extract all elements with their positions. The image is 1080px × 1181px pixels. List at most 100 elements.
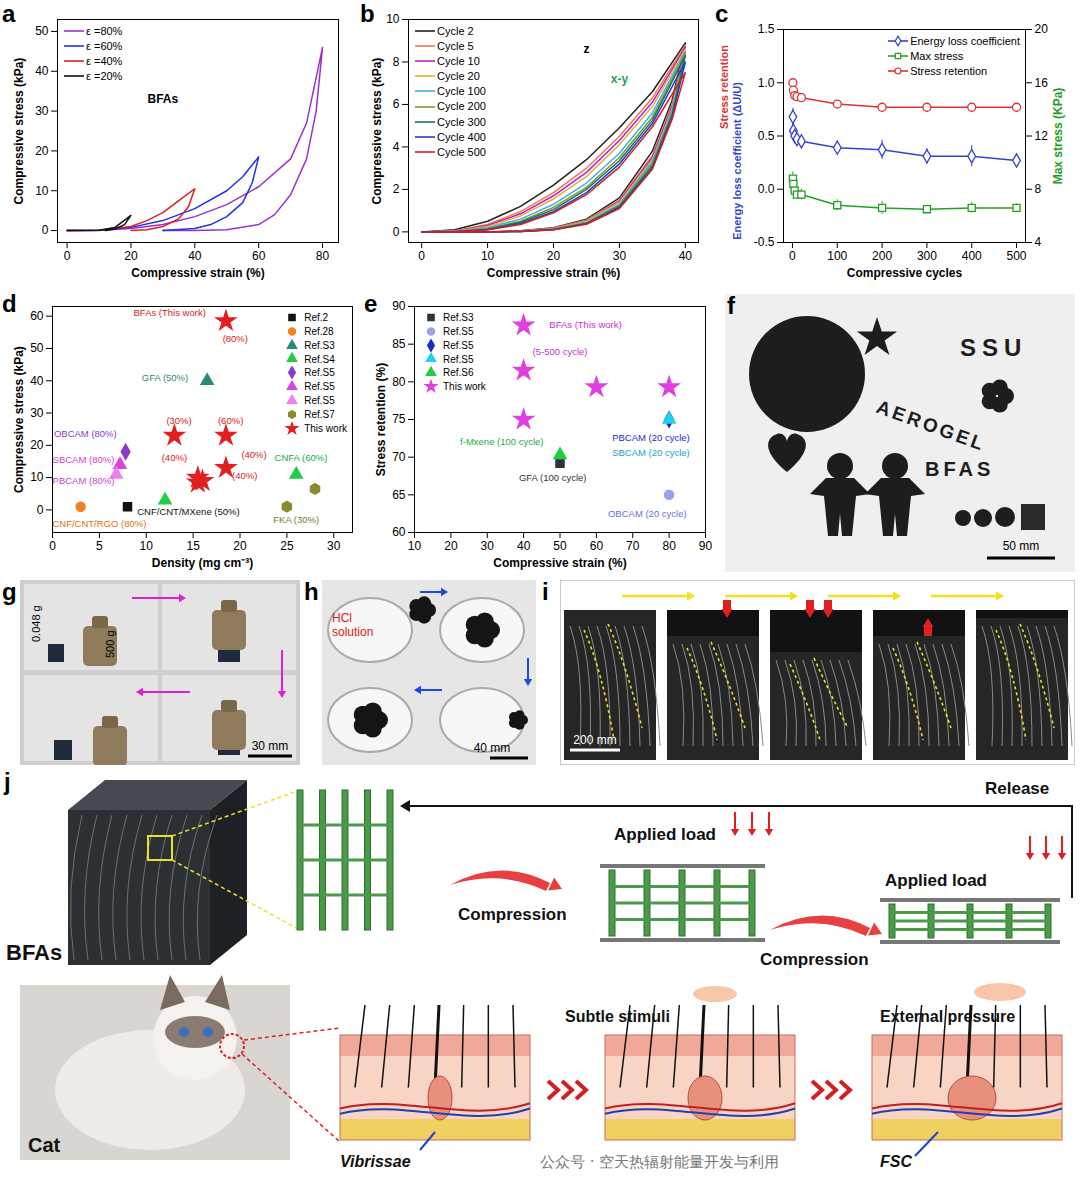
svg-text:65: 65 [392,488,406,502]
svg-text:20: 20 [444,539,458,553]
svg-text:75: 75 [392,412,406,426]
svg-text:PBCAM (20 cycle): PBCAM (20 cycle) [612,432,690,443]
svg-text:10: 10 [481,249,495,263]
svg-text:200: 200 [872,249,892,263]
svg-text:0: 0 [64,249,71,263]
svg-text:Compressive cycles: Compressive cycles [847,266,963,280]
svg-text:(30%): (30%) [166,415,191,426]
svg-text:15: 15 [186,539,200,553]
svg-text:0: 0 [49,539,56,553]
svg-text:60: 60 [30,309,44,323]
svg-text:Density (mg cm⁻³): Density (mg cm⁻³) [152,556,253,570]
svg-text:20: 20 [124,249,138,263]
svg-text:Compressive stress (kPa): Compressive stress (kPa) [12,58,26,205]
svg-text:80: 80 [316,249,330,263]
svg-text:solution: solution [332,625,373,639]
svg-text:8: 8 [393,55,400,69]
svg-text:Max stress (KPa): Max stress (KPa) [1051,88,1065,185]
svg-text:Compressive stress (kPa): Compressive stress (kPa) [370,58,384,205]
svg-text:50: 50 [30,341,44,355]
svg-text:PBCAM (80%): PBCAM (80%) [53,475,115,486]
svg-text:70: 70 [626,539,640,553]
svg-text:40 mm: 40 mm [474,741,511,755]
svg-text:70: 70 [392,450,406,464]
svg-text:80: 80 [662,539,676,553]
svg-text:CNFA (60%): CNFA (60%) [275,452,328,463]
svg-text:400: 400 [962,249,982,263]
svg-text:100: 100 [827,249,847,263]
svg-text:0: 0 [393,225,400,239]
svg-text:30: 30 [30,406,44,420]
svg-text:Compression: Compression [760,950,869,969]
svg-text:Cat: Cat [28,1134,61,1156]
svg-text:0: 0 [42,223,49,237]
svg-text:BFAs: BFAs [148,92,179,106]
svg-text:x-y: x-y [611,72,629,86]
svg-text:(60%): (60%) [218,415,243,426]
svg-text:40: 40 [679,249,693,263]
svg-text:10: 10 [35,184,49,198]
svg-text:6: 6 [393,97,400,111]
svg-text:SBCAM (80%): SBCAM (80%) [53,454,115,465]
svg-text:z: z [583,42,589,56]
svg-text:0: 0 [418,249,425,263]
svg-text:AEROGEL: AEROGEL [874,396,989,455]
svg-text:Compressive stress (kPa): Compressive stress (kPa) [12,346,26,493]
svg-text:(5-500 cycle): (5-500 cycle) [533,346,588,357]
svg-text:GFA (100 cycle): GFA (100 cycle) [519,472,587,483]
svg-text:Compressive strain (%): Compressive strain (%) [493,556,626,570]
svg-text:30: 30 [481,539,495,553]
svg-text:500 g: 500 g [104,630,116,658]
svg-text:20: 20 [1035,22,1049,36]
svg-text:0.5: 0.5 [758,129,775,143]
svg-text:0: 0 [789,249,796,263]
svg-text:4: 4 [1035,235,1042,249]
svg-text:10: 10 [30,470,44,484]
svg-text:-0.5: -0.5 [754,235,775,249]
svg-text:30: 30 [35,104,49,118]
svg-text:60: 60 [252,249,266,263]
svg-text:30 mm: 30 mm [252,739,289,753]
svg-text:30: 30 [613,249,627,263]
svg-text:10: 10 [140,539,154,553]
svg-text:50 mm: 50 mm [1003,539,1040,553]
svg-text:20: 20 [547,249,561,263]
svg-text:CNF/CNT/RGO (80%): CNF/CNT/RGO (80%) [52,518,146,529]
svg-text:0: 0 [37,503,44,517]
svg-text:(40%): (40%) [232,470,257,481]
svg-text:5: 5 [96,539,103,553]
svg-text:BFAs: BFAs [6,940,62,965]
svg-text:OBCAM (80%): OBCAM (80%) [54,428,117,439]
svg-text:40: 40 [30,374,44,388]
svg-text:FKA (30%): FKA (30%) [273,514,319,525]
svg-text:2: 2 [393,182,400,196]
svg-text:0.0: 0.0 [758,182,775,196]
svg-text:200 mm: 200 mm [573,733,616,747]
svg-text:Subtle stimuli: Subtle stimuli [565,1008,670,1025]
svg-text:40: 40 [188,249,202,263]
svg-text:300: 300 [917,249,937,263]
svg-text:FSC: FSC [880,1153,912,1170]
svg-text:BFAs (This work): BFAs (This work) [134,307,206,318]
svg-text:1.5: 1.5 [758,22,775,36]
svg-text:4: 4 [393,140,400,154]
svg-text:(40%): (40%) [162,452,187,463]
svg-text:Stress retention (%): Stress retention (%) [374,363,388,476]
svg-text:90: 90 [699,539,713,553]
svg-text:(80%): (80%) [223,333,248,344]
svg-text:公众号 · 空天热辐射能量开发与利用: 公众号 · 空天热辐射能量开发与利用 [540,1153,779,1171]
svg-text:Compressive strain (%): Compressive strain (%) [131,266,264,280]
svg-text:GFA (50%): GFA (50%) [142,372,188,383]
svg-text:Release: Release [985,779,1049,798]
svg-text:8: 8 [1035,182,1042,196]
svg-text:30: 30 [327,539,341,553]
svg-text:20: 20 [233,539,247,553]
svg-text:SSU: SSU [960,334,1027,361]
svg-text:20: 20 [30,438,44,452]
svg-text:0.048 g: 0.048 g [30,605,42,642]
svg-text:OBCAM (20 cycle): OBCAM (20 cycle) [608,508,687,519]
svg-text:(40%): (40%) [241,449,266,460]
svg-text:50: 50 [553,539,567,553]
svg-text:40: 40 [35,64,49,78]
svg-text:60: 60 [590,539,604,553]
